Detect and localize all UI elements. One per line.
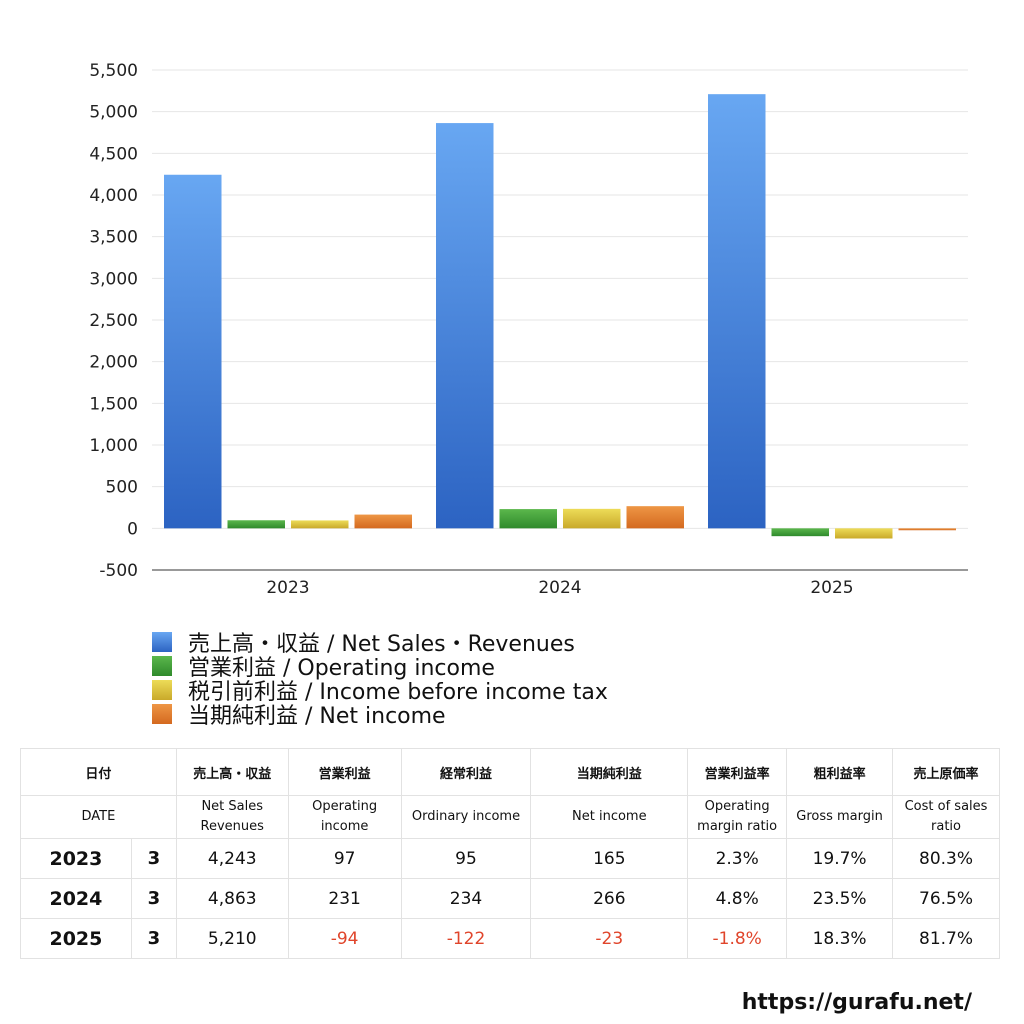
operating-income-cell: 231 xyxy=(287,878,402,919)
header-cell: 営業利益 xyxy=(287,748,402,796)
legend-label: 当期純利益 / Net income xyxy=(188,704,446,729)
bar xyxy=(898,528,956,531)
gross-margin-cell: 19.7% xyxy=(786,838,894,879)
legend-swatch xyxy=(152,632,172,652)
bar xyxy=(354,514,412,529)
legend-label: 営業利益 / Operating income xyxy=(188,656,495,681)
bar xyxy=(164,174,222,529)
table-row: 2023 3 4,243 97 95 165 2.3% 19.7% 80.3% xyxy=(20,838,1000,879)
bar-chart: -500 0 500 1,000 1,500 2,000 2,500 3,000 3,500 4,… xyxy=(89,61,968,598)
y-tick-label: 4,500 xyxy=(89,144,138,164)
bar xyxy=(499,509,557,529)
legend: 売上高・収益 / Net Sales・Revenues 営業利益 / Opera… xyxy=(152,630,608,729)
bar xyxy=(227,520,285,529)
gross-margin-cell: 23.5% xyxy=(786,878,894,919)
header-cell: Net Sales Revenues xyxy=(175,795,289,839)
y-tick-label: 1,000 xyxy=(89,436,138,456)
x-tick-label: 2025 xyxy=(810,578,853,598)
month-cell: 3 xyxy=(130,878,177,919)
net-income-cell: -23 xyxy=(530,918,689,959)
month-cell: 3 xyxy=(130,838,177,879)
header-cell: Cost of sales ratio xyxy=(892,795,1000,839)
y-tick-label: 5,000 xyxy=(89,103,138,123)
legend-swatch xyxy=(152,656,172,676)
table-row: 2025 3 5,210 -94 -122 -23 -1.8% 18.3% 81… xyxy=(20,918,1000,959)
bar xyxy=(563,508,621,529)
legend-item: 売上高・収益 / Net Sales・Revenues xyxy=(152,630,608,657)
bars xyxy=(164,94,956,539)
table-header-en: DATE Net Sales Revenues Operating income… xyxy=(20,795,1000,839)
operating-income-cell: 97 xyxy=(287,838,402,879)
y-tick-label: 3,500 xyxy=(89,228,138,248)
y-tick-label: -500 xyxy=(99,561,138,581)
cost-ratio-cell: 76.5% xyxy=(892,878,1000,919)
header-cell: 経常利益 xyxy=(400,748,532,796)
legend-label: 税引前利益 / Income before income tax xyxy=(188,680,608,705)
header-cell: 粗利益率 xyxy=(786,748,894,796)
bar xyxy=(771,528,829,537)
sales-cell: 4,243 xyxy=(175,838,289,879)
operating-income-cell: -94 xyxy=(287,918,402,959)
x-tick-labels: 2023 2024 2025 xyxy=(266,578,853,598)
header-cell: Net income xyxy=(530,795,689,839)
header-cell: 売上高・収益 xyxy=(175,748,289,796)
y-tick-label: 500 xyxy=(106,478,138,498)
operating-margin-cell: 2.3% xyxy=(687,838,788,879)
cost-ratio-cell: 81.7% xyxy=(892,918,1000,959)
table-header-ja: 日付 売上高・収益 営業利益 経常利益 当期純利益 営業利益率 粗利益率 売上原… xyxy=(20,748,1000,796)
year-cell: 2025 xyxy=(20,918,132,959)
x-tick-label: 2024 xyxy=(538,578,581,598)
financial-table: 日付 売上高・収益 営業利益 経常利益 当期純利益 営業利益率 粗利益率 売上原… xyxy=(20,748,1000,959)
table-row: 2024 3 4,863 231 234 266 4.8% 23.5% 76.5… xyxy=(20,878,1000,919)
cost-ratio-cell: 80.3% xyxy=(892,838,1000,879)
bar xyxy=(436,123,494,529)
y-tick-label: 3,000 xyxy=(89,269,138,289)
y-tick-label: 2,000 xyxy=(89,353,138,373)
legend-label: 売上高・収益 / Net Sales・Revenues xyxy=(188,632,575,657)
y-tick-labels: -500 0 500 1,000 1,500 2,000 2,500 3,000 3,500 4,… xyxy=(89,61,138,581)
y-tick-label: 2,500 xyxy=(89,311,138,331)
header-cell: 営業利益率 xyxy=(687,748,788,796)
net-income-cell: 266 xyxy=(530,878,689,919)
legend-swatch xyxy=(152,680,172,700)
header-cell: Gross margin xyxy=(786,795,894,839)
month-cell: 3 xyxy=(130,918,177,959)
sales-cell: 4,863 xyxy=(175,878,289,919)
header-cell: DATE xyxy=(20,795,177,839)
y-tick-label: 0 xyxy=(127,519,138,539)
y-tick-label: 4,000 xyxy=(89,186,138,206)
year-cell: 2023 xyxy=(20,838,132,879)
y-tick-label: 1,500 xyxy=(89,394,138,414)
y-tick-label: 5,500 xyxy=(89,61,138,81)
sales-cell: 5,210 xyxy=(175,918,289,959)
header-cell: 当期純利益 xyxy=(530,748,689,796)
header-cell: Ordinary income xyxy=(400,795,532,839)
net-income-cell: 165 xyxy=(530,838,689,879)
legend-swatch xyxy=(152,704,172,724)
x-tick-label: 2023 xyxy=(266,578,309,598)
legend-item: 営業利益 / Operating income xyxy=(152,654,608,681)
year-cell: 2024 xyxy=(20,878,132,919)
bar xyxy=(291,520,349,529)
ordinary-income-cell: 234 xyxy=(400,878,532,919)
grid-lines xyxy=(152,69,968,571)
legend-item: 税引前利益 / Income before income tax xyxy=(152,678,608,705)
bar xyxy=(626,506,684,529)
ordinary-income-cell: -122 xyxy=(400,918,532,959)
gross-margin-cell: 18.3% xyxy=(786,918,894,959)
site-url-link[interactable]: https://gurafu.net/ xyxy=(741,990,972,1015)
legend-item: 当期純利益 / Net income xyxy=(152,702,608,729)
header-cell: 日付 xyxy=(20,748,177,796)
operating-margin-cell: 4.8% xyxy=(687,878,788,919)
header-cell: Operating margin ratio xyxy=(687,795,788,839)
bar xyxy=(708,94,766,529)
bar xyxy=(835,528,893,539)
header-cell: Operating income xyxy=(287,795,402,839)
ordinary-income-cell: 95 xyxy=(400,838,532,879)
header-cell: 売上原価率 xyxy=(892,748,1000,796)
operating-margin-cell: -1.8% xyxy=(687,918,788,959)
